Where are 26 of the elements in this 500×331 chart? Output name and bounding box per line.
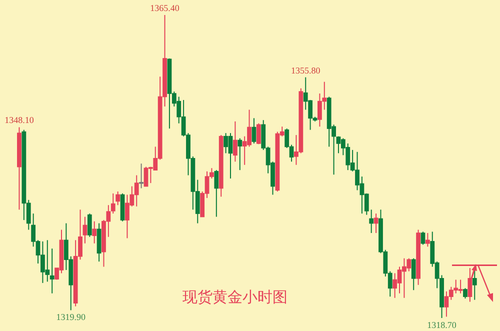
candlestick — [468, 268, 472, 302]
candlestick — [463, 288, 468, 300]
text: 现货黄金小时图 — [182, 288, 288, 307]
annotation: 1318.70 — [427, 320, 457, 330]
candlestick — [82, 216, 88, 244]
candlestick — [420, 231, 426, 246]
annotation: 1355.80 — [290, 65, 321, 76]
candlestick — [256, 122, 261, 145]
candlestick — [232, 120, 238, 162]
candlestick — [252, 118, 256, 144]
candlestick — [238, 138, 242, 171]
annotation: 1319.90 — [56, 312, 86, 322]
candlestick — [369, 209, 374, 234]
candlestick — [411, 258, 416, 291]
candlestick — [224, 132, 228, 154]
annotation: 1365.40 — [150, 3, 180, 13]
candlestick — [214, 170, 219, 218]
candlestick — [392, 272, 398, 298]
candlestick — [374, 213, 378, 234]
annotation: 1348.10 — [4, 115, 34, 126]
candlestick — [139, 163, 144, 189]
candlestick — [116, 190, 120, 206]
candlestick — [50, 248, 54, 294]
candlestick — [87, 213, 92, 238]
candlestick — [92, 220, 97, 244]
candlestick — [425, 232, 430, 248]
